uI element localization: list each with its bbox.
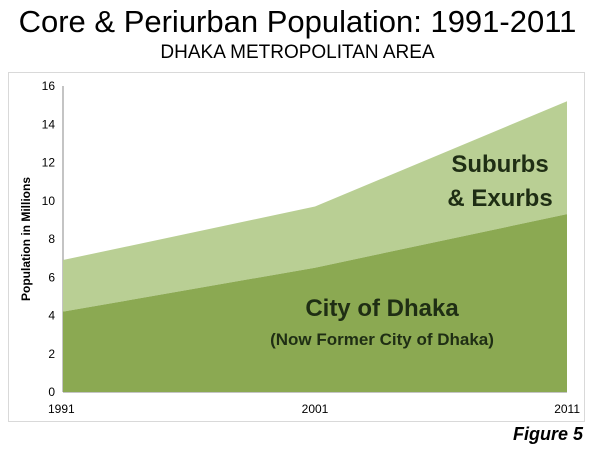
y-tick-label: 10: [42, 194, 56, 208]
area-series-1: [63, 214, 567, 392]
y-tick-label: 12: [42, 156, 56, 170]
y-tick-labels: 0 2 4 6 8 10 12 14 16: [42, 79, 56, 399]
x-tick-label: 2011: [554, 402, 580, 416]
y-tick-label: 0: [48, 385, 55, 399]
x-tick-label: 2001: [302, 402, 329, 416]
y-tick-label: 2: [48, 347, 55, 361]
city-label-line1: City of Dhaka: [305, 295, 459, 322]
x-axis: 1991 2001 2011: [48, 391, 580, 416]
chart-title: Core & Periurban Population: 1991-2011: [18, 4, 577, 39]
area-series-2: [63, 101, 567, 312]
city-label-line2: (Now Former City of Dhaka): [270, 330, 494, 349]
x-tick-labels: 1991 2001 2011: [48, 402, 580, 416]
suburbs-label-line2: & Exurbs: [447, 185, 552, 212]
y-axis: 0 2 4 6 8 10 12 14 16: [42, 79, 64, 399]
y-tick-label: 16: [42, 79, 56, 93]
y-tick-label: 8: [48, 232, 55, 246]
chart-subtitle: DHAKA METROPOLITAN AREA: [160, 42, 435, 63]
suburbs-label-line1: Suburbs: [451, 151, 548, 178]
y-tick-label: 4: [48, 309, 55, 323]
figure-label: Figure 5: [512, 424, 583, 444]
y-tick-label: 6: [48, 270, 55, 284]
chart-frame: [8, 72, 585, 422]
x-tick-label: 1991: [48, 402, 75, 416]
area-series-group: [63, 101, 567, 392]
y-tick-label: 14: [42, 117, 56, 131]
y-axis-label: Population in Millions: [19, 177, 33, 301]
